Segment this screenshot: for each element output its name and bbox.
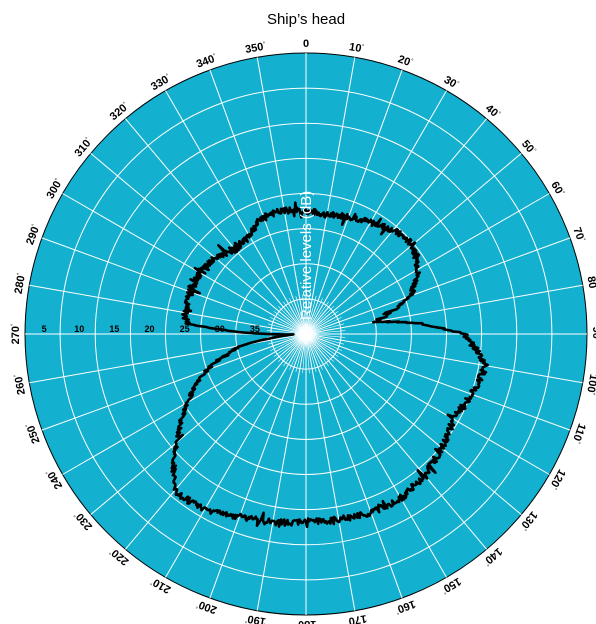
grid-minor-spoke-305 [273,311,307,335]
bearing-label-100: 100° [584,373,596,396]
grid-minor-spoke-35 [305,301,329,335]
grid-minor-spoke-215 [283,333,307,367]
grid [25,53,587,615]
grid-minor-spoke-45 [305,305,335,335]
grid-minor-spoke-255 [267,333,307,345]
chart-title: Ship’s head [267,11,345,28]
radial-tick-label: 35 [250,324,260,334]
radial-tick-label: 25 [180,324,190,334]
grid-ring-7 [59,87,553,581]
bearing-label-270: 270° [10,323,22,344]
grid-minor-spoke-25 [305,298,323,335]
grid-minor-spoke-55 [305,311,339,335]
grid-minor-spoke-245 [270,333,307,351]
bearing-label-70: 70° [570,226,586,244]
grid-minor-spoke-5 [305,294,310,335]
grid-minor-spoke-105 [305,333,345,345]
radial-axis-label: Relative levels (dB) [298,191,315,320]
grid-ring-5 [129,157,483,511]
bearing-label-90: 90° [590,327,596,342]
grid-minor-spoke-205 [289,333,307,370]
grid-minor-spoke-235 [273,333,307,357]
grid-minor-spoke-275 [266,330,307,335]
radial-tick-label: 20 [144,324,154,334]
bearing-label-180: 180° [295,618,316,624]
bearing-label-20: 20° [396,53,414,69]
grid-minor-spoke-75 [305,323,345,335]
radial-tick-label: 15 [109,324,119,334]
radial-tick-label: 10 [74,324,84,334]
radial-tick-label: 5 [42,324,47,334]
grid-minor-spoke-95 [305,333,346,338]
grid-minor-spoke-115 [305,333,342,351]
bearing-label-80: 80° [585,275,596,292]
grid-minor-spoke-175 [305,333,310,374]
bearing-label-10: 10° [348,41,365,55]
grid-minor-spoke-345 [295,295,307,335]
bearing-label-170: 170° [345,612,368,624]
bearing-label-190: 190° [244,612,267,624]
grid-minor-spoke-325 [283,301,307,335]
bearing-label-0: 0 [303,38,309,50]
grid-minor-spoke-165 [305,333,317,373]
grid-minor-spoke-155 [305,333,323,370]
grid-minor-spoke-295 [270,317,307,335]
grid-ring-6 [94,122,518,546]
series-line [170,201,489,529]
grid-minor-spoke-225 [277,333,307,363]
grid-minor-spoke-85 [305,330,346,335]
grid-ring-2 [235,263,377,405]
grid-minor-spoke-135 [305,333,335,363]
grid-minor-spoke-335 [289,298,307,335]
bearing-label-350: 350° [244,40,267,56]
grid-minor-spoke-195 [295,333,307,373]
grid-minor-spoke-185 [302,333,307,374]
bearing-label-280: 280° [13,272,29,295]
grid-minor-spoke-145 [305,333,329,367]
grid-ring-3 [200,228,412,440]
grid-minor-spoke-15 [305,295,317,335]
bearing-label-260: 260° [12,373,28,396]
grid-minor-spoke-315 [277,305,307,335]
grid-minor-spoke-125 [305,333,339,357]
grid-ring-4 [165,193,447,475]
grid-minor-spoke-355 [302,294,307,335]
grid-minor-spoke-65 [305,317,342,335]
grid-minor-spoke-285 [267,323,307,335]
